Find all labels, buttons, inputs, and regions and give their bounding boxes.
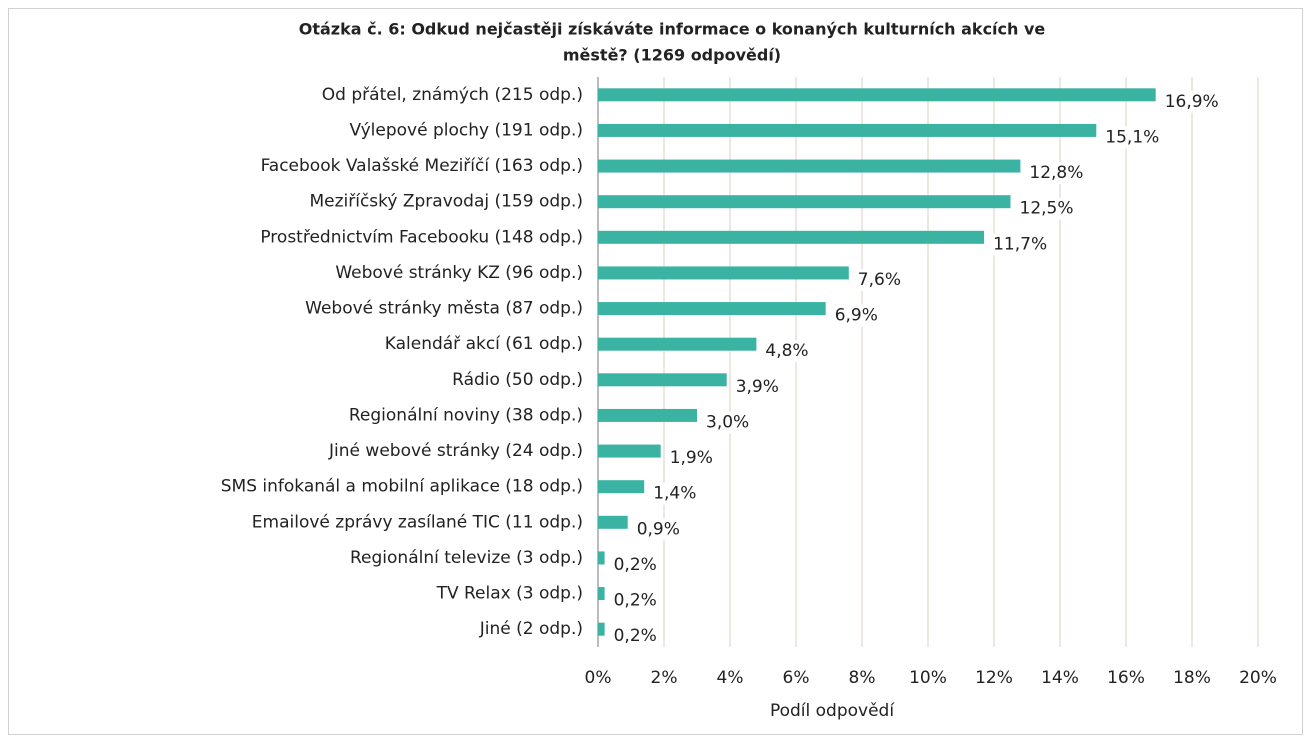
bar [598, 337, 757, 351]
x-tick-label: 20% [1239, 668, 1277, 688]
y-tick-label: Meziříčský Zpravodaj (159 odp.) [309, 192, 583, 212]
x-tick-label: 0% [585, 668, 612, 688]
y-tick-label: Regionální televize (3 odp.) [350, 548, 583, 568]
value-label-bg [1026, 162, 1087, 185]
bar [598, 302, 826, 316]
bar [598, 373, 727, 387]
y-tick-label: Jiné webové stránky (24 odp.) [328, 441, 583, 461]
value-label-bg [854, 268, 905, 291]
value-label: 1,9% [670, 448, 713, 468]
value-label-bg [650, 482, 700, 505]
value-label-bg [610, 625, 660, 648]
x-tick-label: 4% [717, 668, 744, 688]
value-label: 16,9% [1165, 92, 1219, 112]
bar [598, 587, 605, 601]
value-label-bg [990, 233, 1051, 256]
value-label-bg [762, 340, 812, 363]
bar [598, 444, 661, 458]
value-label: 0,9% [637, 519, 680, 539]
bar [598, 408, 697, 422]
value-label-bg [831, 304, 881, 327]
value-label-bg [1161, 90, 1222, 113]
x-tick-label: 12% [975, 668, 1013, 688]
value-label-bg [1016, 197, 1077, 220]
y-tick-label: TV Relax (3 odp.) [436, 584, 583, 604]
value-label-bg [1102, 126, 1163, 149]
value-label: 11,7% [993, 234, 1047, 254]
value-label: 0,2% [614, 555, 657, 575]
bar [598, 159, 1021, 173]
x-axis-label: Podíl odpovědí [770, 701, 895, 721]
value-label: 1,4% [653, 484, 696, 504]
value-label: 4,8% [765, 341, 808, 361]
x-tick-label: 6% [783, 668, 810, 688]
y-tick-label: Webové stránky KZ (96 odp.) [335, 263, 583, 283]
value-label: 3,0% [706, 412, 749, 432]
y-tick-label: Prostřednictvím Facebooku (148 odp.) [260, 227, 583, 247]
x-tick-label: 8% [849, 668, 876, 688]
x-tick-label: 10% [909, 668, 947, 688]
value-label: 7,6% [858, 270, 901, 290]
y-tick-label: Facebook Valašské Meziříčí (163 odp.) [261, 156, 583, 176]
x-tick-label: 2% [651, 668, 678, 688]
value-label-bg [610, 589, 660, 612]
value-label-bg [666, 447, 716, 470]
y-tick-label: Kalendář akcí (61 odp.) [385, 334, 583, 354]
y-tick-label: SMS infokanál a mobilní aplikace (18 odp… [221, 477, 583, 497]
chart-title: městě? (1269 odpovědí) [563, 46, 781, 65]
value-label-bg [610, 553, 660, 576]
value-label: 0,2% [614, 591, 657, 611]
bar [598, 480, 645, 494]
value-label: 3,9% [736, 377, 779, 397]
value-label: 12,8% [1029, 163, 1083, 183]
bar [598, 515, 628, 529]
y-tick-label: Emailové zprávy zasílané TIC (11 odp.) [252, 512, 583, 532]
value-label: 12,5% [1020, 199, 1074, 219]
bar [598, 266, 849, 280]
value-label-bg [633, 518, 683, 541]
value-label: 0,2% [614, 626, 657, 646]
y-tick-label: Regionální noviny (38 odp.) [349, 405, 583, 425]
value-label-bg [732, 375, 782, 398]
value-label: 6,9% [835, 306, 878, 326]
bar [598, 123, 1097, 137]
y-tick-label: Jiné (2 odp.) [479, 619, 583, 639]
bar [598, 230, 985, 244]
x-tick-label: 16% [1107, 668, 1145, 688]
value-label-bg [703, 411, 753, 434]
y-tick-label: Od přátel, známých (215 odp.) [322, 85, 583, 105]
x-tick-label: 14% [1041, 668, 1079, 688]
x-tick-label: 18% [1173, 668, 1211, 688]
chart-title: Otázka č. 6: Odkud nejčastěji získáváte … [299, 20, 1046, 39]
value-label: 15,1% [1105, 127, 1159, 147]
bar [598, 551, 605, 565]
y-tick-label: Výlepové plochy (191 odp.) [349, 120, 583, 140]
bar [598, 622, 605, 636]
y-tick-label: Rádio (50 odp.) [452, 370, 583, 390]
bar [598, 195, 1011, 209]
bar [598, 88, 1156, 102]
y-tick-label: Webové stránky města (87 odp.) [305, 299, 583, 319]
